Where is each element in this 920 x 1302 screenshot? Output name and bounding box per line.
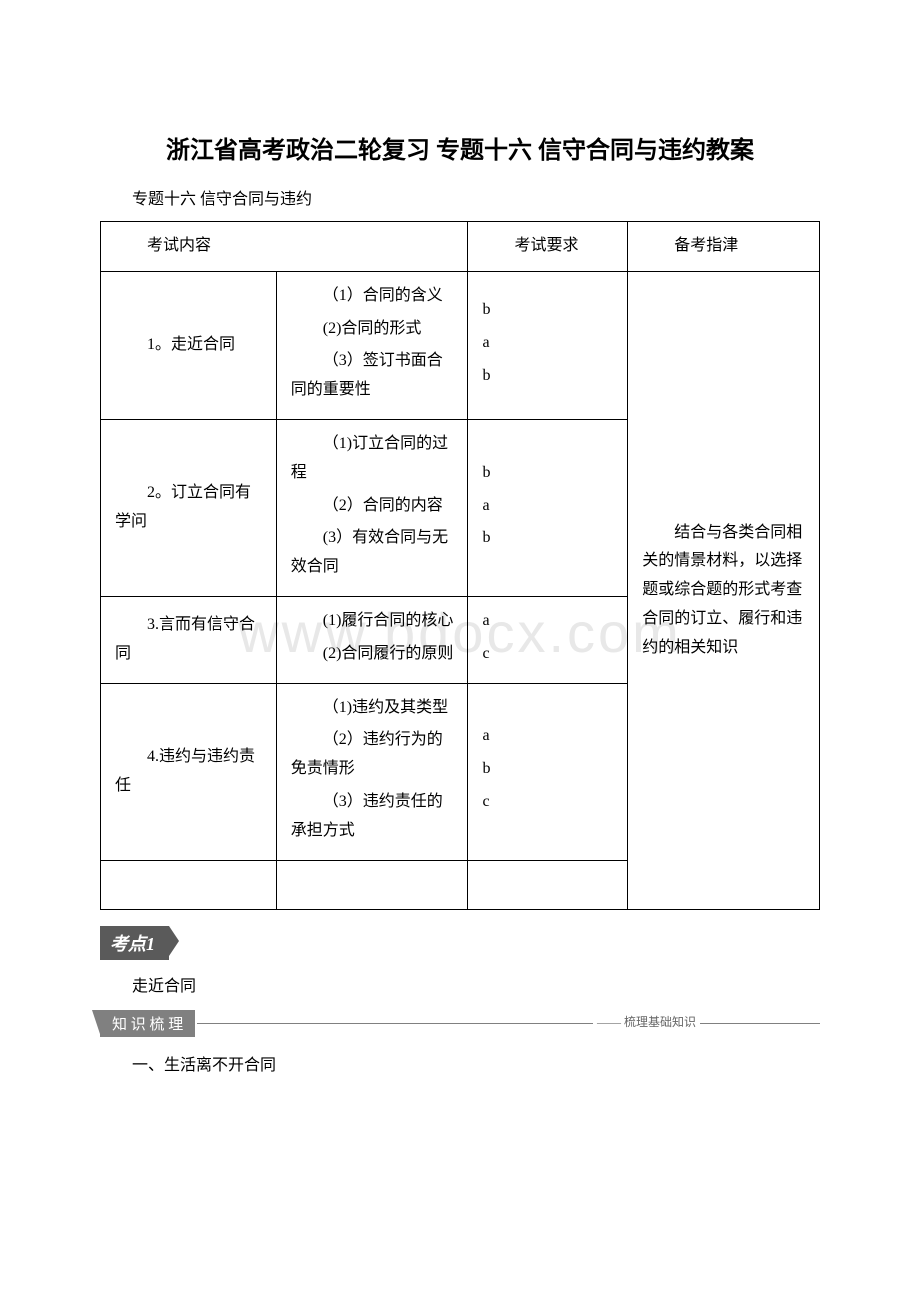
empty-cell	[468, 860, 628, 910]
reqs-cell: a b c	[468, 683, 628, 860]
item-text: （2）违约行为的免责情形	[291, 726, 454, 784]
item-text: （3）违约责任的承担方式	[291, 788, 454, 846]
topic-cell: 2。订立合同有学问	[101, 419, 277, 596]
knowledge-tab: 知 识 梳 理	[100, 1010, 195, 1037]
table-row: 1。走近合同 （1）合同的含义 (2)合同的形式 （3）签订书面合同的重要性 b…	[101, 271, 820, 419]
table-header-row: 考试内容 考试要求 备考指津	[101, 222, 820, 272]
knowledge-caption: —— 梳理基础知识	[593, 1013, 700, 1030]
req-text: a	[482, 607, 613, 636]
req-text: b	[482, 362, 613, 391]
req-text: b	[482, 459, 613, 488]
reqs-cell: a c	[468, 596, 628, 683]
knowledge-bar: 知 识 梳 理 —— 梳理基础知识	[100, 1010, 820, 1037]
item-text: （1）合同的含义	[291, 282, 454, 311]
page-title: 浙江省高考政治二轮复习 专题十六 信守合同与违约教案	[100, 130, 820, 165]
req-text: b	[482, 524, 613, 553]
item-text: (2)合同的形式	[291, 315, 454, 344]
item-text: （1)订立合同的过程	[291, 430, 454, 488]
req-text: b	[482, 755, 613, 784]
guide-cell: 结合与各类合同相关的情景材料，以选择题或综合题的形式考查合同的订立、履行和违约的…	[628, 271, 820, 910]
header-guide: 备考指津	[628, 222, 820, 272]
item-text: （1)违约及其类型	[291, 694, 454, 723]
reqs-cell: b a b	[468, 419, 628, 596]
empty-cell	[276, 860, 468, 910]
items-cell: (1)履行合同的核心 (2)合同履行的原则	[276, 596, 468, 683]
header-requirement: 考试要求	[468, 222, 628, 272]
knowledge-line: —— 梳理基础知识	[197, 1023, 820, 1024]
topic-cell: 1。走近合同	[101, 271, 277, 419]
topic-cell: 3.言而有信守合同	[101, 596, 277, 683]
req-text: c	[482, 640, 613, 669]
item-text: （2）合同的内容	[291, 492, 454, 521]
topic-cell: 4.违约与违约责任	[101, 683, 277, 860]
kaodian-header: 考点1	[100, 926, 820, 960]
empty-cell	[101, 860, 277, 910]
item-text: （3）签订书面合同的重要性	[291, 347, 454, 405]
exam-table: 考试内容 考试要求 备考指津 1。走近合同 （1）合同的含义 (2)合同的形式 …	[100, 221, 820, 910]
item-text: (3）有效合同与无效合同	[291, 524, 454, 582]
subtitle: 专题十六 信守合同与违约	[100, 185, 820, 209]
item-text: (1)履行合同的核心	[291, 607, 454, 636]
kaodian-topic: 走近合同	[100, 972, 820, 996]
req-text: b	[482, 296, 613, 325]
items-cell: （1）合同的含义 (2)合同的形式 （3）签订书面合同的重要性	[276, 271, 468, 419]
header-content: 考试内容	[101, 222, 468, 272]
reqs-cell: b a b	[468, 271, 628, 419]
req-text: c	[482, 788, 613, 817]
req-text: a	[482, 722, 613, 751]
kaodian-label: 考点1	[100, 926, 169, 960]
req-text: a	[482, 329, 613, 358]
items-cell: （1)订立合同的过程 （2）合同的内容 (3）有效合同与无效合同	[276, 419, 468, 596]
item-text: (2)合同履行的原则	[291, 640, 454, 669]
body-text: 一、生活离不开合同	[100, 1051, 820, 1075]
items-cell: （1)违约及其类型 （2）违约行为的免责情形 （3）违约责任的承担方式	[276, 683, 468, 860]
page-content: 浙江省高考政治二轮复习 专题十六 信守合同与违约教案 专题十六 信守合同与违约 …	[100, 130, 820, 1075]
req-text: a	[482, 492, 613, 521]
